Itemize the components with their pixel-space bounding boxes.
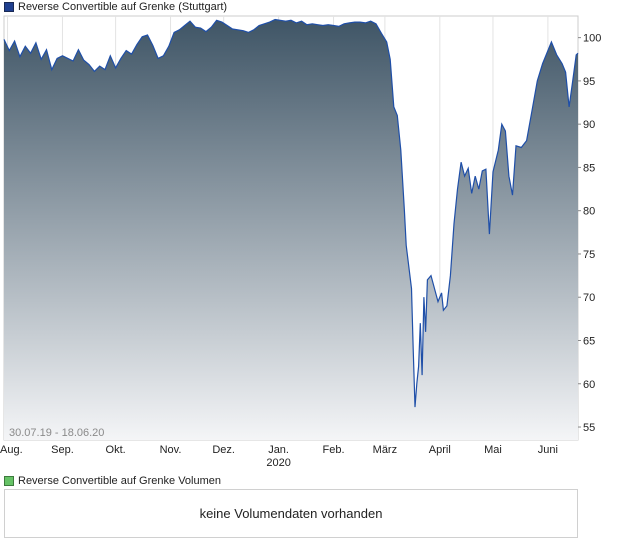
x-tick-label-feb: Feb. <box>323 444 345 456</box>
y-tick-label-80: 80 <box>583 206 595 218</box>
y-tick-label-55: 55 <box>583 422 595 434</box>
y-tick-label-95: 95 <box>583 76 595 88</box>
price-legend-swatch <box>4 2 14 12</box>
y-tick-label-100: 100 <box>583 33 601 45</box>
date-range-label: 30.07.19 - 18.06.20 <box>9 427 104 439</box>
x-tick-label-jan: Jan. <box>268 444 289 456</box>
y-tick-label-90: 90 <box>583 119 595 131</box>
x-tick-sublabel-year: 2020 <box>266 457 290 469</box>
y-tick-label-75: 75 <box>583 249 595 261</box>
x-tick-label-nov: Nov. <box>160 444 182 456</box>
price-legend: Reverse Convertible auf Grenke (Stuttgar… <box>4 0 227 14</box>
x-tick-label-mai: Mai <box>484 444 502 456</box>
y-tick-label-60: 60 <box>583 379 595 391</box>
y-tick-label-70: 70 <box>583 292 595 304</box>
volume-legend: Reverse Convertible auf Grenke Volumen <box>4 474 221 488</box>
volume-legend-label: Reverse Convertible auf Grenke Volumen <box>18 475 221 487</box>
y-tick-label-85: 85 <box>583 162 595 174</box>
volume-empty-message: keine Volumendaten vorhanden <box>199 506 383 521</box>
price-legend-label: Reverse Convertible auf Grenke (Stuttgar… <box>18 1 228 13</box>
price-chart: 55 60 65 70 75 80 85 90 95 100 Aug. Sep. Okt. Nov. Dez… <box>0 15 601 469</box>
price-line <box>3 18 579 408</box>
x-tick-label-sep: Sep. <box>51 444 74 456</box>
y-tick-label-65: 65 <box>583 335 595 347</box>
x-tick-label-dez: Dez. <box>212 444 235 456</box>
x-tick-label-juni: Juni <box>538 444 558 456</box>
price-area <box>4 19 578 440</box>
x-tick-label-okt: Okt. <box>106 444 126 456</box>
volume-legend-swatch <box>4 476 14 486</box>
x-tick-label-märz: März <box>373 444 397 456</box>
x-tick-label-april: April <box>429 444 451 456</box>
x-tick-label-aug: Aug. <box>0 444 23 456</box>
volume-panel: keine Volumendaten vorhanden <box>4 489 578 538</box>
